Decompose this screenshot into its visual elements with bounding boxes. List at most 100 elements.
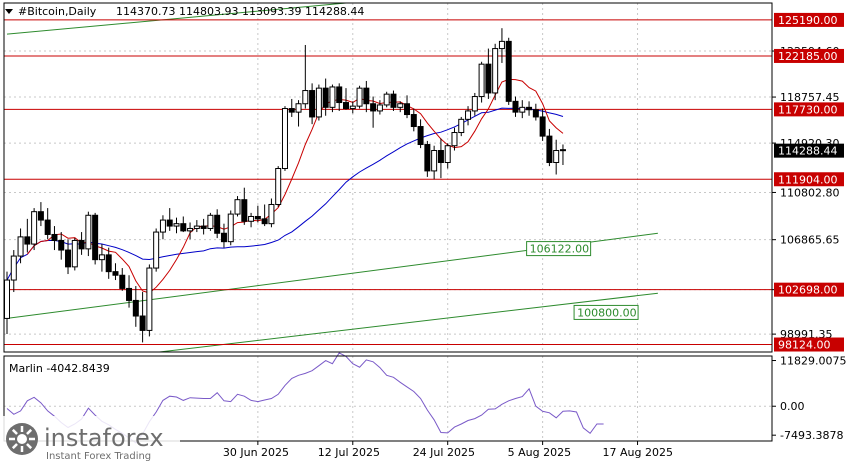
candle-body	[119, 274, 126, 289]
candle-body	[424, 144, 431, 172]
candle-body	[376, 104, 383, 112]
channel-label: 106122.00	[530, 243, 590, 256]
candle-body	[309, 90, 316, 118]
watermark-tagline: Instant Forex Trading	[46, 451, 151, 462]
candle-body	[437, 150, 444, 164]
candle-body	[288, 108, 295, 113]
candle-body	[112, 271, 119, 276]
candle-body	[146, 267, 153, 331]
trend-line	[155, 292, 658, 352]
current-price-label: 114288.44	[778, 145, 838, 158]
candlesticks	[4, 28, 566, 343]
candle-body	[349, 105, 356, 110]
channel-label-box	[573, 304, 639, 320]
candle-body	[363, 87, 370, 105]
candle-body	[166, 219, 173, 227]
candle-body	[519, 106, 526, 113]
date-tick-label: 24 Jul 2025	[413, 446, 475, 459]
candle-body	[4, 279, 10, 319]
candle-body	[336, 86, 343, 104]
oscillator-tick-label: 0.00	[780, 400, 805, 413]
candle-body	[24, 236, 31, 245]
level-price-box	[774, 12, 844, 27]
price-tick-label: 110802.80	[780, 186, 840, 199]
candle-body	[343, 102, 349, 110]
candle-body	[404, 103, 411, 116]
candle-body	[478, 63, 485, 98]
candle-body	[187, 227, 194, 232]
candle-body	[200, 225, 207, 229]
candle-body	[431, 150, 438, 172]
ohlc-readout: 114370.73 114803.93 113093.39 114288.44	[116, 5, 364, 18]
horizontal-levels: 106122.00 100800.00	[4, 19, 772, 346]
candle-body	[383, 93, 390, 106]
candle-body	[390, 93, 397, 108]
candle-body	[505, 40, 512, 102]
candle-body	[248, 215, 255, 222]
candle-body	[254, 215, 261, 220]
date-tick-label: 12 Jul 2025	[318, 446, 380, 459]
candle-body	[227, 213, 234, 243]
candle-body	[78, 239, 85, 250]
oscillator-tick-label: -7493.3878	[780, 429, 843, 442]
date-tick-label: 17 Aug 2025	[603, 446, 673, 459]
candle-body	[193, 225, 200, 229]
level-price-label: 122185.00	[778, 50, 838, 63]
oscillator-tick-label: 11829.0075	[780, 355, 846, 368]
candle-body	[159, 219, 166, 233]
candle-body	[92, 214, 99, 261]
oscillator-pane-border	[3, 355, 773, 442]
candle-body	[139, 315, 146, 331]
level-price-label: 102698.00	[778, 284, 838, 297]
candle-body	[451, 132, 458, 147]
oscillator-readout: Marlin -4042.8439	[9, 362, 110, 375]
moving-average-short	[26, 78, 564, 294]
level-price-box	[774, 102, 844, 117]
price-tick-label: 118757.45	[780, 91, 840, 104]
channel-label-box	[526, 241, 592, 257]
candle-body	[180, 223, 187, 232]
candle-body	[268, 203, 275, 225]
candle-body	[37, 211, 44, 221]
candle-body	[207, 214, 214, 229]
level-price-box	[774, 48, 844, 63]
candle-body	[261, 218, 268, 225]
candle-body	[173, 223, 180, 227]
candle-body	[85, 214, 92, 250]
current-price-box	[774, 143, 844, 158]
chevron-down-icon[interactable]	[5, 9, 13, 14]
candle-body	[458, 118, 465, 134]
candle-body	[275, 168, 282, 205]
candle-body	[465, 110, 472, 120]
candle-body	[281, 108, 288, 170]
candle-body	[71, 239, 78, 268]
candle-body	[44, 219, 51, 235]
candle-body	[65, 249, 72, 268]
candle-body	[51, 233, 58, 241]
level-price-label: 117730.00	[778, 103, 838, 116]
trend-channel-lines	[6, 3, 658, 352]
trend-line	[6, 3, 347, 35]
candle-body	[31, 211, 38, 245]
main-pane-border	[3, 2, 773, 353]
symbol-label: #Bitcoin,Daily	[18, 5, 97, 18]
candle-body	[322, 87, 329, 108]
watermark-brand: instaforex	[44, 424, 164, 452]
candle-body	[17, 236, 24, 257]
candle-body	[105, 254, 112, 273]
axes: 122594.60118757.45114920.30110802.801068…	[3, 2, 846, 459]
level-price-box	[774, 282, 844, 297]
candle-body	[329, 86, 336, 108]
candle-body	[546, 135, 553, 164]
level-price-box	[774, 172, 844, 187]
channel-label: 100800.00	[577, 306, 637, 319]
candle-body	[485, 63, 492, 94]
candle-body	[98, 254, 105, 261]
candle-body	[132, 299, 139, 317]
candle-body	[512, 100, 519, 113]
candle-body	[444, 145, 451, 164]
date-tick-label: 30 Jun 2025	[223, 446, 289, 459]
candle-body	[10, 255, 17, 281]
